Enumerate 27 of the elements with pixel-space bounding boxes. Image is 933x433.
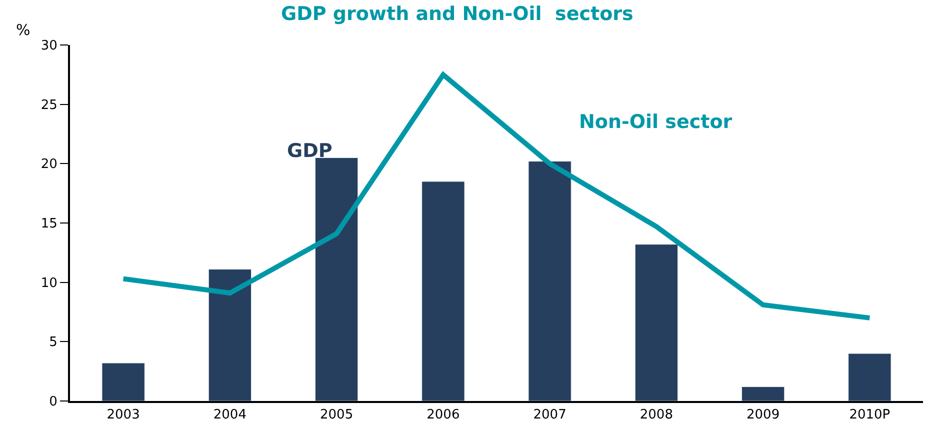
bar	[314, 157, 358, 401]
bar	[422, 181, 465, 401]
bar	[208, 269, 252, 401]
x-tick-label: 2005	[320, 408, 354, 423]
y-tick-label: 30	[40, 38, 58, 54]
y-tick-label: 0	[49, 394, 58, 410]
x-tick-label: 2009	[746, 408, 780, 423]
series-label: GDP	[287, 140, 332, 162]
x-tick-label: 2007	[533, 408, 566, 423]
y-axis-title: %	[16, 21, 30, 39]
x-tick-label: 2004	[213, 408, 246, 423]
y-tick-label: 5	[49, 335, 58, 350]
x-tick-label: 2010P	[849, 408, 890, 423]
text: Non-Oil sector	[579, 111, 733, 133]
bar	[102, 362, 145, 401]
y-tick-label: 15	[40, 216, 58, 232]
x-tick-label: 2006	[426, 408, 460, 423]
y-tick-label: 25	[40, 98, 58, 113]
bar	[528, 161, 572, 401]
bar	[634, 244, 678, 401]
bar	[848, 353, 892, 401]
bar	[741, 386, 785, 401]
y-tick-label: 20	[40, 157, 58, 172]
x-tick-label: 2003	[106, 408, 140, 423]
chart-title: GDP growth and Non-Oil sectors	[281, 2, 634, 25]
x-tick-label: 2008	[640, 408, 673, 423]
y-tick-label: 10	[40, 276, 58, 291]
